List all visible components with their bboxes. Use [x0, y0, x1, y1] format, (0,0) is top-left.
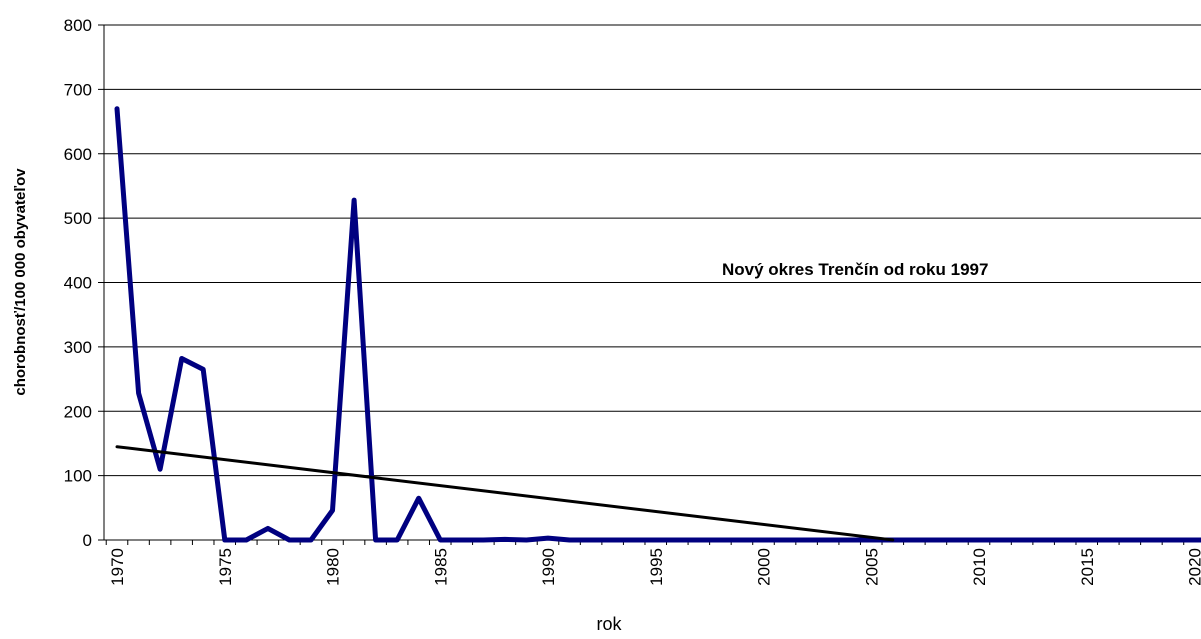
annotation-label: Nový okres Trenčín od roku 1997 [722, 260, 988, 279]
x-axis-title: rok [596, 614, 622, 634]
y-tick-label: 700 [64, 80, 92, 99]
x-tick-label: 2015 [1078, 548, 1097, 586]
y-tick-label: 800 [64, 16, 92, 35]
x-tick-label: 2010 [970, 548, 989, 586]
series-group [114, 106, 1201, 543]
y-tick-label: 100 [64, 467, 92, 486]
x-tick-label: 1970 [108, 548, 127, 586]
y-tick-label: 400 [64, 274, 92, 293]
x-tick-label: 2000 [755, 548, 774, 586]
y-tick-label: 0 [83, 531, 92, 550]
y-tick-label: 500 [64, 209, 92, 228]
series-line-trend [115, 445, 895, 542]
x-tick-label: 1995 [647, 548, 666, 586]
y-tick-label: 300 [64, 338, 92, 357]
y-axis-title: chorobnosť/100 000 obyvateľov [12, 168, 29, 396]
x-tick-label: 1985 [431, 548, 450, 586]
x-tick-labels: 1970 1975 1980 1985 1990 1995 2000 2005 2010 2015… [108, 548, 1201, 586]
series-line-incidence [114, 106, 1201, 543]
x-tick-label: 1990 [539, 548, 558, 586]
y-tick-labels: 0 100 200 300 400 500 600 700 800 [64, 16, 92, 550]
y-tick-label: 600 [64, 145, 92, 164]
x-tick-label: 2005 [862, 548, 881, 586]
y-tick-label: 200 [64, 402, 92, 421]
gridlines [104, 24, 1201, 477]
x-tick-label: 2020 [1186, 548, 1201, 586]
axes [98, 24, 1201, 545]
x-tick-label: 1975 [216, 548, 235, 586]
x-tick-label: 1980 [324, 548, 343, 586]
